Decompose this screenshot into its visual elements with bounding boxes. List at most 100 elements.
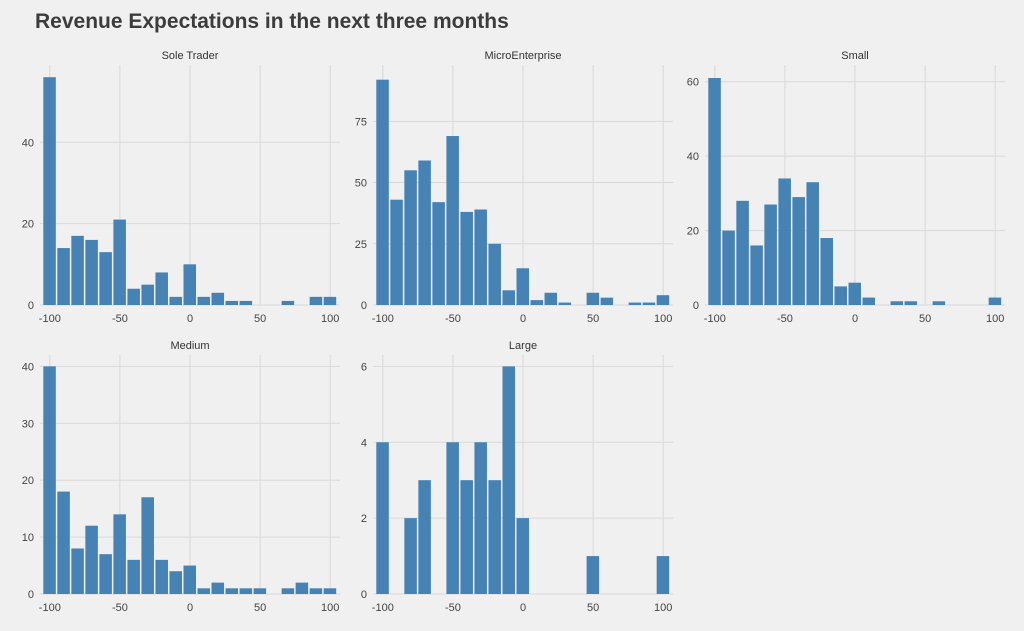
histogram-bar [197,588,211,594]
histogram-bar [169,296,182,305]
histogram-bar [71,548,84,594]
histogram-bar [323,588,337,594]
histogram-bar [656,556,670,594]
histogram-bar [418,480,431,594]
y-tick-label: 2 [361,513,367,525]
histogram-bar [778,178,791,305]
histogram-bar [656,295,670,305]
x-tick-label: 50 [919,313,931,325]
histogram-bar [558,302,572,305]
facet-panel: Medium 0 10 20 30 40 -100 -50 0 50 100 [22,340,340,614]
histogram-bar [642,302,656,305]
y-tick-label: 0 [361,300,367,312]
x-tick-label: -100 [39,602,61,614]
x-tick-label: 0 [520,313,526,325]
y-tick-label: 0 [361,589,367,601]
histogram-bar [750,245,763,305]
y-tick-label: 20 [22,475,34,487]
histogram-bar [488,480,501,594]
histogram-bar [488,243,501,305]
x-tick-label: -50 [777,313,793,325]
histogram-bar [183,264,197,305]
histogram-bar [890,301,904,305]
histogram-bar [281,588,295,594]
histogram-bar [43,366,56,594]
x-tick-label: -50 [112,602,128,614]
histogram-bar [600,297,614,305]
histogram-bar [281,300,295,305]
y-tick-label: 30 [22,418,34,430]
histogram-bar [99,252,112,305]
y-tick-label: 4 [361,437,367,449]
histogram-bar [390,199,403,305]
y-tick-label: 50 [355,178,367,190]
x-tick-label: 50 [254,313,266,325]
histogram-bar [736,200,749,305]
histogram-bar [446,442,459,594]
facet-panel: Large 0 2 4 6 -100 -50 0 50 100 [361,340,673,614]
y-tick-label: 10 [22,532,34,544]
x-tick-label: 100 [654,602,672,614]
y-tick-label: 20 [687,226,699,238]
y-tick-label: 0 [28,300,34,312]
histogram-bar [183,565,197,594]
x-tick-label: -100 [372,602,394,614]
histogram-bar [309,588,323,594]
x-tick-label: 100 [986,313,1004,325]
x-tick-label: 50 [587,313,599,325]
histogram-bar [309,296,323,305]
histogram-bar [806,182,819,305]
histogram-bar [432,202,445,305]
histogram-bar [211,292,225,305]
x-tick-label: 100 [654,313,672,325]
histogram-bar [530,300,544,305]
histogram-bar [85,239,98,305]
histogram-bar [904,301,918,305]
histogram-bar [57,248,70,305]
histogram-bar [113,514,126,594]
histogram-bar [113,219,126,305]
facet-panel: MicroEnterprise 0 25 50 75 -100 -50 0 50 100 [355,50,673,325]
histogram-bar [253,588,267,594]
histogram-bar [708,78,721,305]
y-tick-label: 60 [687,77,699,89]
histogram-bar [155,559,168,594]
x-tick-label: 100 [321,313,339,325]
x-tick-label: -100 [372,313,394,325]
histogram-bar [460,211,473,305]
y-tick-label: 20 [22,219,34,231]
histogram-bar [460,480,473,594]
histogram-bar [792,197,805,305]
histogram-bar [932,301,946,305]
x-tick-label: -50 [112,313,128,325]
histogram-bar [516,518,530,594]
histogram-bar [225,300,239,305]
y-tick-label: 75 [355,116,367,128]
histogram-bar [211,582,225,594]
histogram-bar [71,235,84,305]
y-tick-label: 40 [687,151,699,163]
histogram-bar [239,300,253,305]
histogram-bar [544,292,558,305]
x-tick-label: 50 [587,602,599,614]
x-tick-label: 0 [187,602,193,614]
x-tick-label: -100 [39,313,61,325]
y-tick-label: 40 [22,137,34,149]
x-tick-label: 0 [852,313,858,325]
histogram-bar [43,77,56,305]
y-tick-label: 0 [693,300,699,312]
facet-label: Large [509,340,537,352]
histogram-bar [722,230,735,305]
facet-panel: Sole Trader 0 20 40 -100 -50 0 50 100 [22,50,340,325]
histogram-bar [516,268,530,305]
x-tick-label: 50 [254,602,266,614]
histogram-bar [323,296,337,305]
histogram-bar [988,297,1002,305]
histogram-bar [474,209,487,305]
histogram-bar [586,556,600,594]
chart-title: Revenue Expectations in the next three m… [35,10,509,33]
histogram-bar [418,160,431,305]
x-tick-label: 100 [321,602,339,614]
histogram-bar [446,136,459,305]
